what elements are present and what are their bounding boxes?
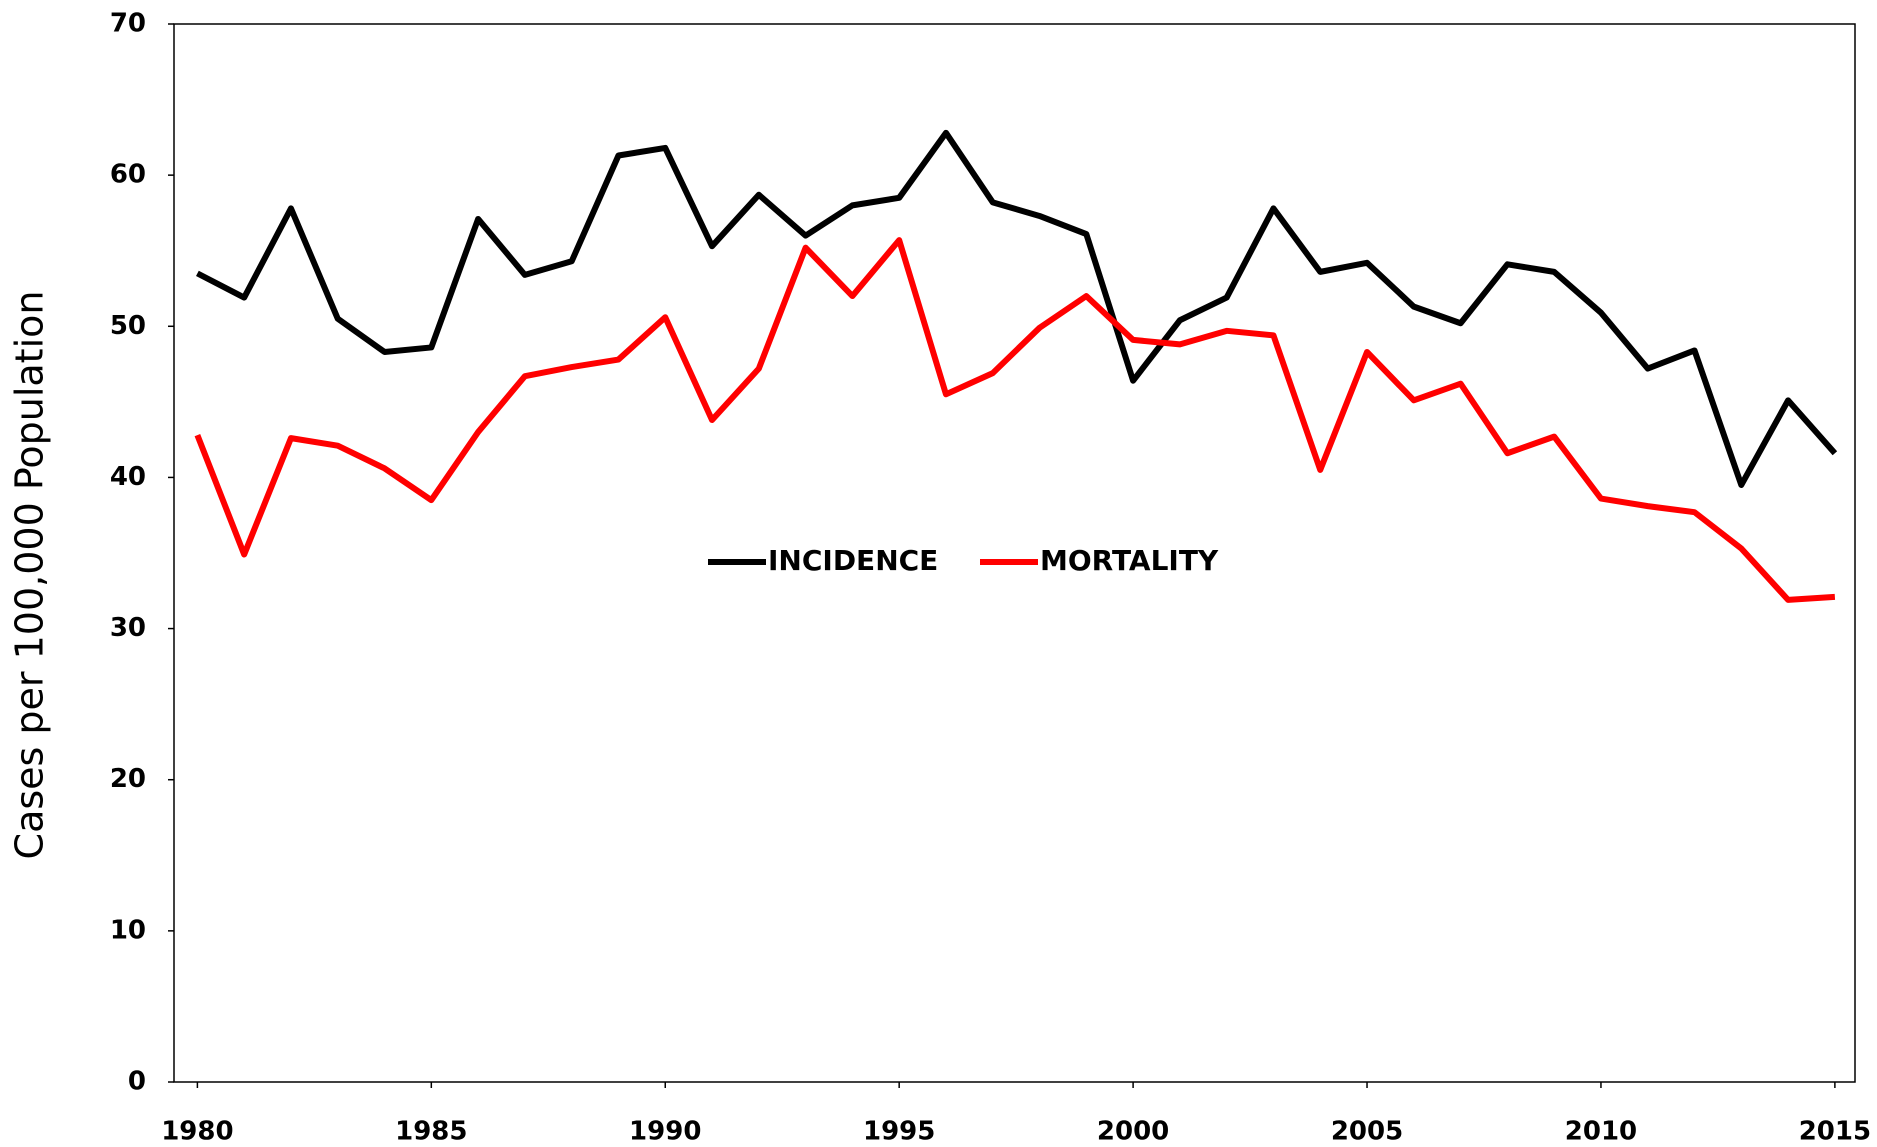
line-series: [196, 129, 1838, 488]
y-tick-label: 40: [110, 462, 146, 492]
x-tick-label: 2005: [1331, 1117, 1403, 1147]
line-series: [194, 237, 1836, 603]
y-tick-label: 30: [110, 613, 146, 643]
legend-label: MORTALITY: [1040, 544, 1219, 577]
x-tick-label: 1985: [395, 1117, 467, 1147]
x-tick-label: 2015: [1799, 1117, 1871, 1147]
y-tick-label: 50: [110, 311, 146, 341]
plot-area: [173, 23, 1856, 1083]
y-tick-label: 20: [110, 764, 146, 794]
x-tick-label: 1990: [629, 1117, 701, 1147]
x-tick-label: 1980: [161, 1117, 233, 1147]
y-tick-label: 0: [128, 1067, 146, 1097]
x-tick-label: 1995: [863, 1117, 935, 1147]
y-tick-label: 10: [110, 915, 146, 945]
legend-label: INCIDENCE: [768, 544, 938, 577]
y-axis-label: Cases per 100,000 Population: [8, 291, 52, 860]
y-tick-label: 70: [110, 9, 146, 39]
x-tick-label: 2000: [1097, 1117, 1169, 1147]
y-tick-label: 60: [110, 160, 146, 190]
x-tick-label: 2010: [1565, 1117, 1637, 1147]
